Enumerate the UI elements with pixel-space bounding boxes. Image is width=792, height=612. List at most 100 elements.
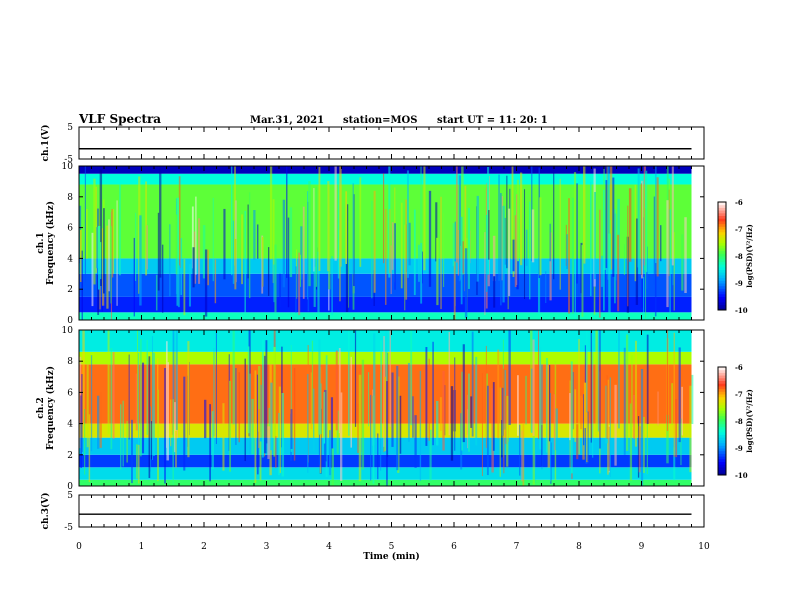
- noise-streak: [420, 166, 422, 273]
- colorbar-tick-label: -7: [735, 390, 743, 399]
- noise-streak: [592, 335, 594, 458]
- noise-streak: [178, 176, 181, 268]
- colorbar-segment: [718, 469, 726, 473]
- noise-streak: [673, 232, 675, 311]
- colorbar-frame: [717, 201, 727, 311]
- noise-streak: [573, 172, 577, 260]
- start-time-label: start UT = 11: 20: 1: [437, 115, 548, 126]
- noise-streak: [82, 330, 85, 426]
- noise-streak: [278, 386, 281, 474]
- noise-streak: [139, 215, 142, 306]
- y-tick-label: 6: [67, 388, 73, 398]
- colorbar-segment: [718, 202, 726, 206]
- noise-streak: [684, 217, 687, 294]
- noise-streak: [498, 174, 500, 281]
- y-tick-label: 4: [67, 420, 73, 430]
- noise-streak: [654, 263, 657, 317]
- noise-streak: [608, 233, 611, 314]
- noise-streak: [317, 251, 320, 320]
- noise-streak: [166, 362, 169, 461]
- noise-streak: [617, 198, 620, 268]
- y-tick-label: 8: [67, 193, 73, 203]
- noise-streak: [545, 357, 548, 453]
- noise-streak: [586, 330, 588, 436]
- noise-streak: [99, 392, 102, 448]
- noise-streak: [643, 276, 645, 320]
- noise-streak: [618, 330, 620, 429]
- noise-streak: [394, 223, 396, 290]
- noise-streak: [389, 209, 391, 274]
- noise-streak: [96, 227, 99, 269]
- noise-streak: [183, 376, 186, 471]
- noise-streak: [666, 414, 669, 464]
- colorbar-segment: [718, 442, 726, 446]
- y-axis-label: Frequency (kHz): [45, 366, 56, 450]
- noise-streak: [264, 355, 267, 454]
- noise-streak: [175, 430, 177, 468]
- noise-streak: [373, 190, 376, 293]
- noise-streak: [486, 385, 489, 476]
- noise-streak: [637, 416, 640, 478]
- noise-streak: [404, 224, 406, 311]
- noise-streak: [377, 433, 379, 480]
- noise-streak: [617, 234, 620, 312]
- colorbar-tick-label: -9: [735, 444, 743, 453]
- noise-streak: [471, 331, 474, 437]
- noise-streak: [574, 221, 576, 320]
- noise-streak: [484, 232, 486, 316]
- colorbar-frame: [717, 366, 727, 476]
- colorbar-tick-label: -10: [735, 471, 748, 480]
- frequency-band: [79, 166, 692, 174]
- colorbar-ch2-spectrogram: -6 -7 -8 -9 -10 log(PSD)(V²/Hz): [717, 363, 754, 480]
- noise-streak: [327, 181, 330, 272]
- noise-streak: [531, 166, 533, 262]
- y-tick-label: 2: [67, 285, 73, 295]
- colorbar-segment: [718, 231, 726, 235]
- colorbar-tick-label: -7: [735, 225, 743, 234]
- noise-streak: [135, 373, 138, 431]
- noise-streak: [604, 209, 606, 270]
- noise-streak: [460, 413, 463, 470]
- noise-streak: [501, 419, 503, 458]
- colorbar-segment: [718, 258, 726, 262]
- noise-streak: [634, 184, 637, 282]
- colorbar-segment: [718, 402, 726, 406]
- noise-streak: [172, 330, 175, 424]
- noise-streak: [583, 382, 587, 429]
- colorbar-segment: [718, 377, 726, 381]
- noise-streak: [345, 191, 348, 264]
- noise-streak: [256, 224, 259, 259]
- colorbar-segment: [718, 445, 726, 449]
- panel-ch2-spectrogram: -6 -7 -8 -9 -10 log(PSD)(V²/Hz) 0 2 4 6 8 10 ch.2 Fre…: [36, 326, 754, 492]
- noise-streak: [537, 330, 540, 439]
- colorbar-tick-label: -8: [735, 252, 743, 261]
- noise-streak: [251, 398, 254, 455]
- noise-streak: [390, 245, 392, 295]
- colorbar-segment: [718, 448, 726, 452]
- noise-streak: [439, 397, 442, 431]
- noise-streak: [359, 177, 362, 267]
- noise-streak: [138, 352, 140, 473]
- noise-streak: [408, 222, 411, 266]
- colorbar-segment: [718, 431, 726, 435]
- noise-streak: [339, 229, 341, 302]
- noise-streak: [436, 401, 439, 446]
- noise-streak: [128, 354, 130, 440]
- noise-streak: [384, 376, 386, 452]
- noise-streak: [335, 350, 338, 431]
- y-tick-label: 4: [67, 254, 73, 264]
- noise-streak: [614, 384, 617, 466]
- y-axis-label: Frequency (kHz): [45, 201, 56, 285]
- noise-streak: [571, 197, 575, 314]
- y-axis-label: ch.1: [36, 232, 46, 253]
- noise-streak: [372, 395, 375, 484]
- noise-streak: [97, 274, 100, 315]
- noise-streak: [554, 360, 557, 480]
- noise-streak: [133, 237, 135, 317]
- noise-streak: [145, 181, 148, 276]
- noise-streak: [566, 234, 568, 269]
- noise-streak: [607, 166, 610, 280]
- noise-streak: [204, 249, 208, 317]
- colorbar-segment: [718, 266, 726, 270]
- y-tick-label: 6: [67, 224, 73, 234]
